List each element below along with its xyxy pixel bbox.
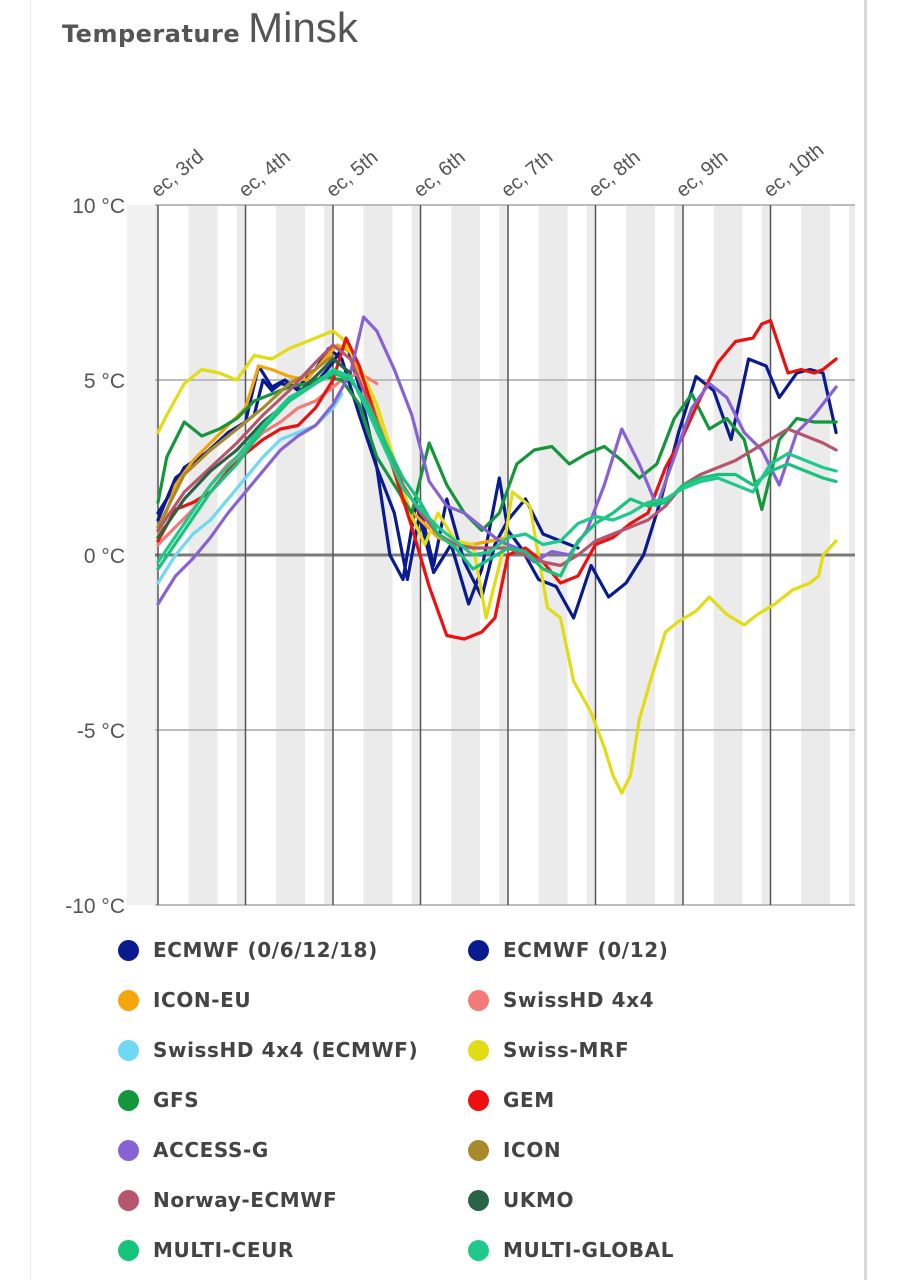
legend-marker [118, 1239, 139, 1261]
legend-marker [468, 1089, 489, 1111]
legend-label: ICON-EU [153, 988, 252, 1012]
legend-label: ICON [503, 1138, 562, 1162]
legend-label: GFS [153, 1088, 200, 1112]
series-line [156, 343, 838, 568]
legend-label: ECMWF (0/6/12/18) [153, 938, 378, 962]
series-line [156, 318, 838, 641]
legend-label: SwissHD 4x4 [503, 988, 655, 1012]
legend-label: ECMWF (0/12) [503, 938, 669, 962]
legend-item[interactable]: MULTI-GLOBAL [468, 1230, 674, 1270]
legend-label: Norway-ECMWF [153, 1188, 338, 1212]
legend-item[interactable]: Swiss-MRF [468, 1030, 629, 1070]
legend-label: MULTI-CEUR [153, 1238, 294, 1262]
y-tick-label: 0 °C [84, 545, 125, 568]
page-left-border [30, 0, 31, 1280]
legend-label: SwissHD 4x4 (ECMWF) [153, 1038, 419, 1062]
y-tick-label: 5 °C [84, 370, 125, 393]
series-line [156, 357, 353, 540]
legend-item[interactable]: SwissHD 4x4 (ECMWF) [118, 1030, 418, 1070]
legend-marker [118, 1039, 139, 1061]
legend-item[interactable]: GFS [118, 1080, 199, 1120]
legend-item[interactable]: ICON-EU [118, 980, 251, 1020]
series-line [156, 367, 838, 564]
page-right-scrollbar [864, 0, 867, 1280]
legend-item[interactable]: GEM [468, 1080, 555, 1120]
legend-label: UKMO [503, 1188, 575, 1212]
y-tick-label: -10 °C [65, 895, 125, 918]
legend-label: Swiss-MRF [503, 1038, 630, 1062]
legend-item[interactable]: ECMWF (0/6/12/18) [118, 930, 378, 970]
x-tick-label: ec, 10th [760, 139, 829, 202]
chart-title: Temperature Minsk [62, 4, 358, 52]
legend-item[interactable]: ACCESS-G [118, 1130, 269, 1170]
x-tick-label: ec, 7th [497, 146, 557, 201]
x-tick-label: ec, 3rd [147, 146, 208, 202]
legend-item[interactable]: ICON [468, 1130, 561, 1170]
legend-item[interactable]: ECMWF (0/12) [468, 930, 668, 970]
legend-marker [118, 939, 139, 961]
y-tick-label: 10 °C [72, 195, 125, 218]
series-line [156, 353, 335, 529]
legend-marker [468, 1039, 489, 1061]
legend-label: ACCESS-G [153, 1138, 269, 1162]
x-tick-label: ec, 9th [672, 146, 732, 201]
x-tick-label: ec, 5th [322, 146, 382, 201]
x-tick-label: ec, 8th [585, 146, 645, 201]
legend-marker [468, 1189, 489, 1211]
legend-item[interactable]: Norway-ECMWF [118, 1180, 337, 1220]
pre-range-band [127, 205, 155, 905]
x-tick-label: ec, 4th [235, 146, 295, 201]
legend-item[interactable]: UKMO [468, 1180, 574, 1220]
title-label: Temperature [62, 20, 241, 48]
series-line [156, 374, 838, 533]
legend-label: MULTI-GLOBAL [503, 1238, 675, 1262]
legend-marker [468, 1239, 489, 1261]
x-tick-label: ec, 6th [410, 146, 470, 201]
legend-label: GEM [503, 1088, 555, 1112]
series-line [156, 339, 838, 620]
legend-marker [468, 939, 489, 961]
y-tick-label: -5 °C [77, 720, 125, 743]
legend-marker [468, 989, 489, 1011]
legend-marker [118, 1139, 139, 1161]
series-line [156, 315, 838, 606]
legend-marker [468, 1139, 489, 1161]
series-line [156, 329, 838, 795]
title-city: Minsk [248, 4, 358, 51]
legend-item[interactable]: SwissHD 4x4 [468, 980, 654, 1020]
legend-marker [118, 989, 139, 1011]
legend-marker [118, 1089, 139, 1111]
legend-item[interactable]: MULTI-CEUR [118, 1230, 294, 1270]
legend-marker [118, 1189, 139, 1211]
